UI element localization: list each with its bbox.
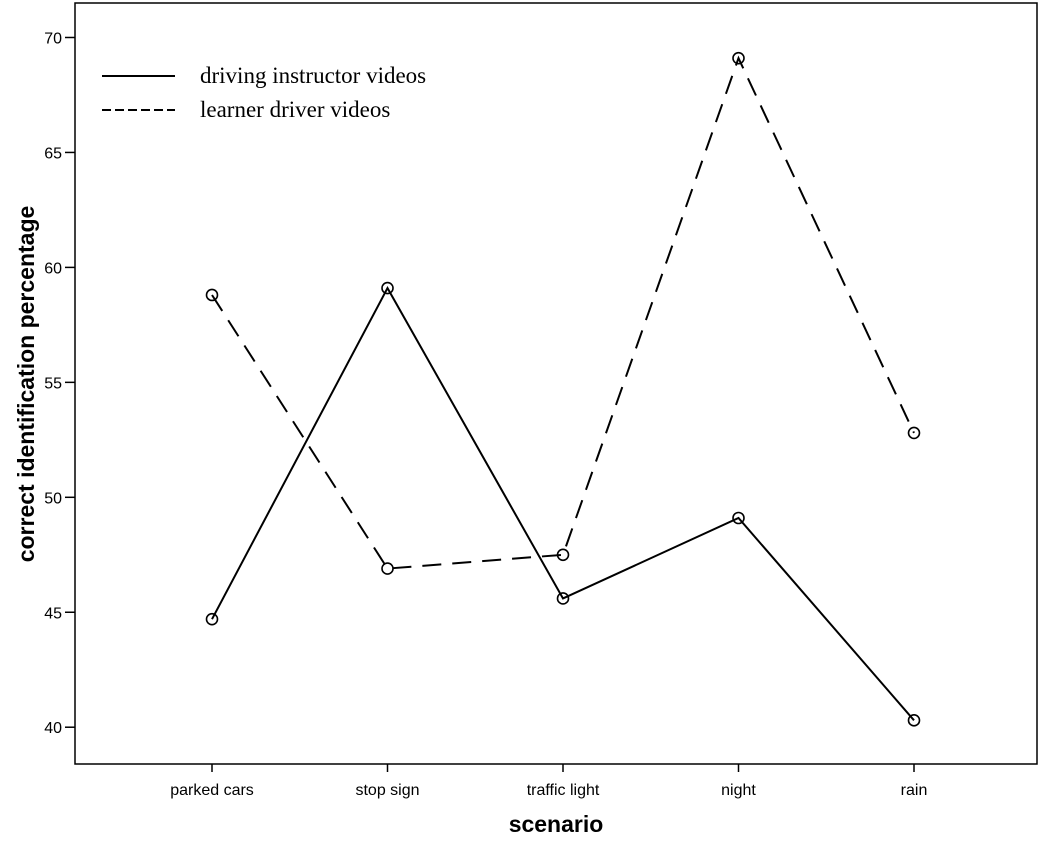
y-tick-label: 70 xyxy=(44,30,62,47)
x-tick-label: stop sign xyxy=(355,782,419,799)
x-tick-label: rain xyxy=(901,782,928,799)
series-2-point xyxy=(381,562,394,575)
y-tick-label: 60 xyxy=(44,260,62,277)
series-1-point xyxy=(556,592,570,605)
series-2-point xyxy=(556,548,570,562)
x-axis-title: scenario xyxy=(509,811,604,837)
x-tick-label: parked cars xyxy=(170,782,254,799)
y-axis: 40 45 50 55 60 65 70 xyxy=(44,30,75,737)
y-axis-title: correct identification percentage xyxy=(13,206,39,563)
plot-area xyxy=(74,2,1038,765)
series-2-point xyxy=(732,51,745,65)
series-2-point xyxy=(907,426,921,440)
series-1-point xyxy=(732,511,745,525)
legend-label: driving instructor videos xyxy=(200,63,426,88)
x-axis: parked cars stop sign traffic light night ra… xyxy=(170,764,927,799)
series-1-point xyxy=(907,714,921,727)
y-tick-label: 55 xyxy=(44,375,62,392)
series-1-point xyxy=(205,612,219,626)
y-tick-label: 45 xyxy=(44,605,62,622)
x-tick-label: night xyxy=(721,782,756,799)
series-line-1 xyxy=(211,286,915,721)
series-layer xyxy=(205,51,921,727)
legend-label: learner driver videos xyxy=(200,97,390,122)
series-2-point xyxy=(205,288,219,302)
y-tick-label: 50 xyxy=(44,490,62,507)
legend: driving instructor videos learner driver … xyxy=(102,63,426,122)
series-1-point xyxy=(381,281,394,295)
y-tick-label: 40 xyxy=(44,720,62,737)
x-tick-label: traffic light xyxy=(527,782,600,799)
y-tick-label: 65 xyxy=(44,145,62,162)
series-line-2 xyxy=(211,55,915,570)
